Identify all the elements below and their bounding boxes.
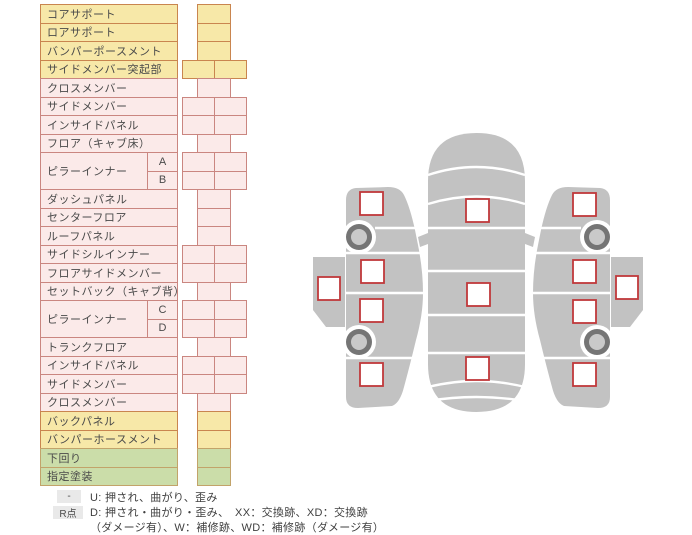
part-row-label: フロア（キャブ床） — [40, 133, 178, 153]
part-row-label: バンパーポースメント — [40, 41, 178, 61]
car-top-view — [418, 133, 535, 412]
damage-entry-cell[interactable] — [197, 337, 231, 357]
damage-entry-cell[interactable] — [197, 41, 231, 61]
part-row-label: コアサポート — [40, 4, 178, 24]
wheel-icon — [342, 325, 376, 359]
damage-entry-cell[interactable] — [182, 374, 215, 394]
damage-entry-cell[interactable] — [182, 244, 215, 264]
checkpoint-box[interactable] — [465, 356, 490, 381]
checkpoint-box[interactable] — [465, 198, 490, 223]
damage-entry-cell[interactable] — [214, 244, 247, 264]
part-sub-label: B — [147, 170, 178, 190]
checkpoint-box[interactable] — [359, 362, 384, 387]
part-row-label: 下回り — [40, 448, 178, 468]
checkpoint-box[interactable] — [360, 259, 385, 284]
part-sub-label: A — [147, 152, 178, 172]
damage-entry-cell[interactable] — [197, 22, 231, 42]
checkpoint-box[interactable] — [572, 362, 597, 387]
damage-entry-cell[interactable] — [197, 466, 231, 486]
checkpoint-box[interactable] — [615, 275, 639, 300]
legend-line: U: 押され、曲がり、歪み — [90, 492, 218, 504]
damage-entry-cell[interactable] — [197, 133, 231, 153]
checkpoint-box[interactable] — [572, 299, 597, 324]
damage-entry-cell[interactable] — [197, 448, 231, 468]
part-sub-label: C — [147, 300, 178, 320]
part-row-label: ダッシュパネル — [40, 189, 178, 209]
part-row-label: サイドメンバー — [40, 96, 178, 116]
damage-entry-cell[interactable] — [214, 170, 247, 190]
part-row-label: ロアサポート — [40, 22, 178, 42]
part-row-label: バンパーホースメント — [40, 429, 178, 449]
part-row-label: ルーフパネル — [40, 226, 178, 246]
part-sub-label: D — [147, 318, 178, 338]
part-row-label: ピラーインナー — [40, 300, 148, 338]
damage-entry-cell[interactable] — [214, 152, 247, 172]
part-row-label: センターフロア — [40, 207, 178, 227]
damage-entry-cell[interactable] — [182, 59, 215, 79]
legend-badge-rpoint: R点 — [53, 506, 83, 520]
damage-entry-cell[interactable] — [182, 300, 215, 320]
part-row-label: サイドシルインナー — [40, 244, 178, 264]
parts-table: コアサポート ロアサポート バンパーポースメント サイドメンバー突起部 クロスメンバーサ… — [40, 4, 250, 486]
damage-entry-cell[interactable] — [197, 4, 231, 24]
wheel-icon — [342, 220, 376, 254]
checkpoint-box[interactable] — [466, 282, 491, 307]
damage-entry-cell[interactable] — [197, 411, 231, 431]
damage-entry-cell[interactable] — [197, 226, 231, 246]
damage-entry-cell[interactable] — [197, 281, 231, 301]
damage-entry-cell[interactable] — [214, 115, 247, 135]
wheel-icon — [580, 220, 614, 254]
part-row-label: 指定塗装 — [40, 466, 178, 486]
part-row-label: フロアサイドメンバー — [40, 263, 178, 283]
right-mirror — [525, 233, 535, 247]
damage-entry-cell[interactable] — [182, 152, 215, 172]
top-view-silhouette — [428, 133, 525, 412]
legend-badge-dash: - — [57, 490, 81, 503]
legend-line: D: 押され・曲がり・歪み、 XX：交換跡、XD：交換跡 — [90, 507, 368, 519]
damage-entry-cell[interactable] — [197, 189, 231, 209]
damage-entry-cell[interactable] — [214, 263, 247, 283]
part-row-label: バックパネル — [40, 411, 178, 431]
damage-entry-cell[interactable] — [197, 392, 231, 412]
checkpoint-box[interactable] — [572, 192, 597, 217]
legend-line: （ダメージ有）、W：補修跡、WD：補修跡（ダメージ有） — [90, 522, 385, 534]
checkpoint-box[interactable] — [359, 191, 384, 216]
checkpoint-box[interactable] — [572, 259, 597, 284]
checkpoint-box[interactable] — [317, 276, 341, 301]
part-row-label: セットバック（キャブ背） — [40, 281, 178, 301]
damage-entry-cell[interactable] — [197, 429, 231, 449]
damage-entry-cell[interactable] — [197, 78, 231, 98]
part-row-label: クロスメンバー — [40, 78, 178, 98]
damage-entry-cell[interactable] — [182, 355, 215, 375]
damage-entry-cell[interactable] — [182, 115, 215, 135]
damage-entry-cell[interactable] — [182, 170, 215, 190]
part-row-label: インサイドパネル — [40, 115, 178, 135]
car-damage-diagram — [313, 133, 643, 412]
damage-entry-cell[interactable] — [214, 59, 247, 79]
left-mirror — [418, 233, 428, 247]
damage-entry-cell[interactable] — [214, 318, 247, 338]
damage-entry-cell[interactable] — [182, 263, 215, 283]
part-row-label: ピラーインナー — [40, 152, 148, 190]
damage-entry-cell[interactable] — [197, 207, 231, 227]
damage-entry-cell[interactable] — [182, 96, 215, 116]
checkpoint-box[interactable] — [359, 298, 384, 323]
damage-entry-cell[interactable] — [214, 96, 247, 116]
part-row-label: サイドメンバー突起部 — [40, 59, 178, 79]
damage-entry-cell[interactable] — [182, 318, 215, 338]
wheel-icon — [580, 325, 614, 359]
part-row-label: クロスメンバー — [40, 392, 178, 412]
part-row-label: インサイドパネル — [40, 355, 178, 375]
car-left-side-view — [313, 187, 423, 408]
damage-entry-cell[interactable] — [214, 355, 247, 375]
damage-entry-cell[interactable] — [214, 374, 247, 394]
car-right-side-view — [533, 187, 643, 408]
damage-entry-cell[interactable] — [214, 300, 247, 320]
part-row-label: トランクフロア — [40, 337, 178, 357]
part-row-label: サイドメンバー — [40, 374, 178, 394]
